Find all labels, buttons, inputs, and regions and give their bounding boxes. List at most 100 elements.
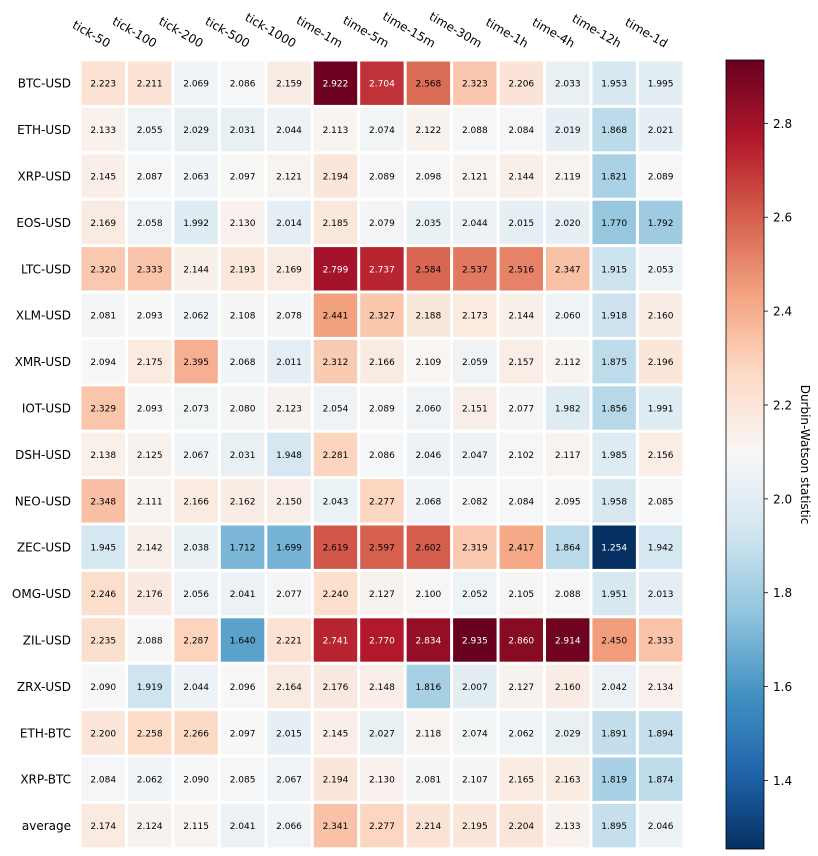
heatmap-cell [406, 154, 451, 198]
heatmap-cell [313, 200, 358, 245]
cell-value-label: 2.073 [183, 405, 209, 415]
heatmap-cell [406, 664, 451, 709]
cell-value-label: 2.062 [508, 729, 534, 739]
heatmap-cell [453, 479, 497, 523]
cell-value-label: 2.094 [90, 358, 116, 368]
cell-value-label: 2.063 [183, 173, 209, 183]
cell-value-label: 2.118 [415, 729, 441, 739]
heatmap-cell [638, 293, 683, 337]
heatmap-cell [592, 803, 636, 848]
heatmap-cell [360, 803, 404, 848]
cell-value-label: 2.014 [276, 219, 302, 229]
cell-value-label: 2.113 [323, 126, 349, 136]
heatmap-cell [81, 293, 125, 337]
cell-value-label: 1.953 [601, 80, 627, 90]
heatmap-cell [220, 154, 265, 198]
cell-value-label: 2.166 [183, 497, 209, 507]
cell-value-label: 2.211 [137, 80, 163, 90]
cell-value-label: 2.079 [369, 219, 395, 229]
heatmap-cell [81, 525, 125, 569]
heatmap-cell [546, 803, 590, 848]
cell-value-label: 2.058 [137, 219, 163, 229]
cell-value-label: 1.821 [601, 173, 627, 183]
heatmap-cell [406, 293, 451, 337]
heatmap-cell [267, 293, 311, 337]
heatmap-cell [81, 664, 125, 709]
colorbar-tick-label: 2.2 [773, 398, 792, 412]
cell-value-label: 2.165 [508, 776, 534, 786]
cell-value-label: 2.059 [462, 358, 488, 368]
heatmap-cell [360, 757, 404, 801]
cell-value-label: 2.395 [183, 358, 209, 368]
cell-value-label: 2.176 [323, 683, 349, 693]
heatmap-cell [592, 432, 636, 477]
cell-value-label: 2.148 [369, 683, 395, 693]
heatmap-cell [406, 200, 451, 245]
heatmap-cell [592, 200, 636, 245]
heatmap-cell [81, 339, 125, 384]
heatmap-cell [406, 571, 451, 616]
heatmap-cell [546, 339, 590, 384]
cell-value-label: 1.895 [601, 822, 627, 832]
heatmap-cell [638, 200, 683, 245]
cell-value-label: 2.704 [369, 80, 395, 90]
heatmap-cell [546, 618, 590, 662]
heatmap-cell [453, 757, 497, 801]
heatmap-cell [406, 803, 451, 848]
heatmap-cell [453, 571, 497, 616]
heatmap-cell [453, 200, 497, 245]
colorbar-tick-label: 1.6 [773, 680, 792, 694]
cell-value-label: 1.868 [601, 126, 627, 136]
cell-value-label: 2.144 [183, 265, 209, 275]
cell-value-label: 2.117 [555, 451, 581, 461]
cell-value-label: 2.074 [369, 126, 395, 136]
heatmap-cell [127, 479, 172, 523]
heatmap-cell [267, 757, 311, 801]
cell-value-label: 2.741 [323, 637, 349, 647]
heatmap-cell [127, 61, 172, 105]
cell-value-label: 2.333 [137, 265, 163, 275]
colorbar: 1.4 1.6 1.8 2.0 2.2 2.4 2.6 2.8 Durbin-Watson s… [725, 59, 812, 850]
heatmap-cell [499, 154, 543, 198]
heatmap-cell [81, 618, 125, 662]
heatmap-cell [406, 339, 451, 384]
cell-value-label: 2.173 [462, 312, 488, 322]
cell-value-label: 2.111 [137, 497, 163, 507]
cell-value-label: 2.195 [462, 822, 488, 832]
heatmap-cell [81, 571, 125, 616]
heatmap-cell [313, 293, 358, 337]
cell-value-label: 2.068 [230, 358, 256, 368]
cell-value-label: 2.200 [90, 729, 116, 739]
cell-value-label: 2.619 [323, 544, 349, 554]
heatmap-cell [267, 803, 311, 848]
cell-value-label: 2.193 [230, 265, 256, 275]
row-label: XLM-USD [16, 309, 71, 323]
heatmap-cell [127, 293, 172, 337]
heatmap-cell [453, 107, 497, 152]
cell-value-label: 2.084 [508, 497, 534, 507]
heatmap-cell [81, 107, 125, 152]
heatmap-cell [127, 618, 172, 662]
heatmap-cell [267, 107, 311, 152]
heatmap-cell [546, 107, 590, 152]
heatmap-cell [313, 803, 358, 848]
heatmap-cell [174, 339, 218, 384]
heatmap-cell [453, 711, 497, 755]
cell-value-label: 2.258 [137, 729, 163, 739]
cell-value-label: 2.145 [90, 173, 116, 183]
cell-value-label: 2.450 [601, 637, 627, 647]
heatmap-cells [81, 61, 683, 848]
cell-value-label: 2.067 [183, 451, 209, 461]
cell-value-label: 2.584 [415, 265, 441, 275]
cell-value-label: 2.093 [137, 405, 163, 415]
heatmap-cell [360, 571, 404, 616]
heatmap-cell [592, 525, 636, 569]
cell-value-label: 2.214 [415, 822, 441, 832]
heatmap-cell [453, 664, 497, 709]
colorbar-tick-label: 2.6 [773, 211, 792, 225]
heatmap-cell [592, 386, 636, 430]
cell-value-label: 1.856 [601, 405, 627, 415]
cell-value-label: 2.021 [648, 126, 674, 136]
cell-value-label: 2.130 [230, 219, 256, 229]
cell-value-label: 2.266 [183, 729, 209, 739]
